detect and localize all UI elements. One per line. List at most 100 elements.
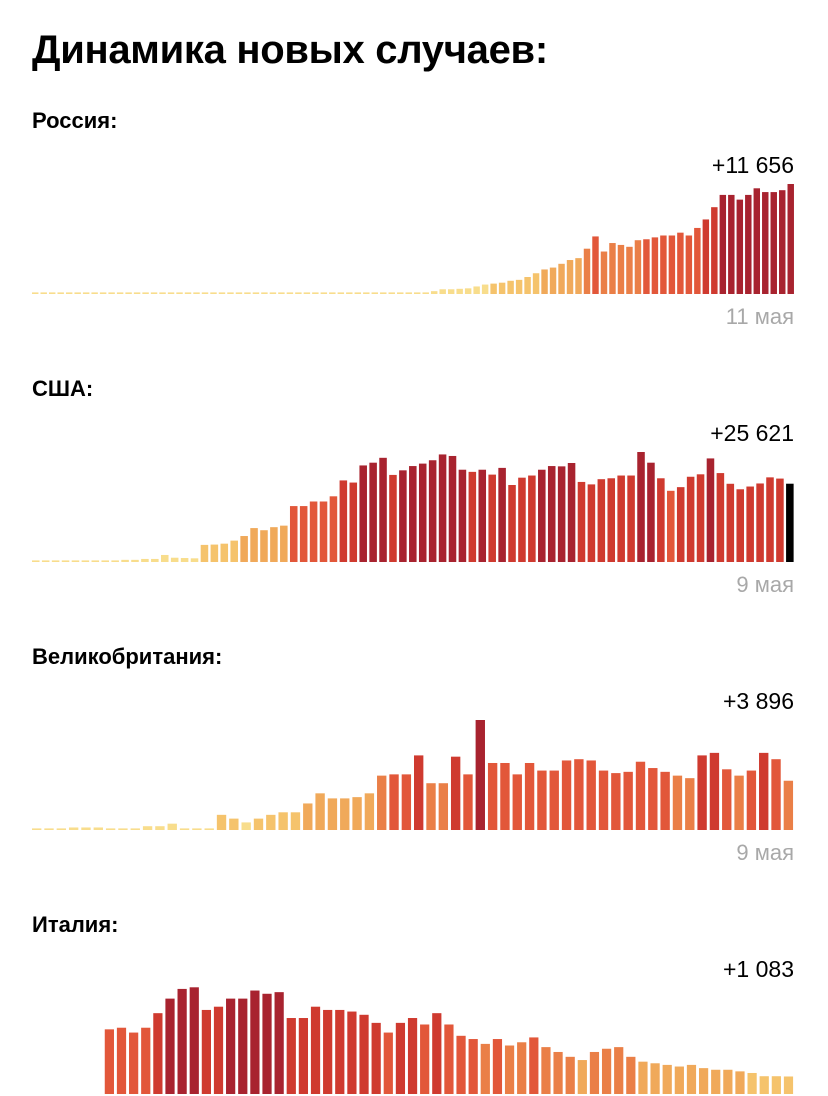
bar-uk: [290, 812, 301, 830]
bar-italy: [638, 1061, 648, 1094]
bar-usa: [379, 457, 387, 562]
bar-russia: [770, 192, 777, 294]
bar-uk: [377, 775, 387, 830]
bar-russia: [728, 194, 735, 294]
bar-uk: [426, 783, 436, 830]
bar-usa: [736, 489, 745, 562]
bar-usa: [230, 540, 238, 562]
bar-russia: [617, 244, 625, 294]
bar-usa: [557, 466, 566, 562]
bar-usa: [180, 558, 189, 562]
bar-uk: [685, 778, 695, 830]
bar-uk: [475, 720, 485, 830]
bar-usa: [190, 558, 199, 562]
bar-russia: [329, 292, 336, 294]
bar-usa: [210, 544, 219, 562]
country-label-russia: Россия:: [32, 108, 118, 133]
bar-uk: [192, 828, 202, 830]
bar-russia: [745, 194, 752, 294]
bar-italy: [589, 1051, 600, 1094]
bar-italy: [335, 1009, 345, 1094]
bar-usa: [32, 560, 40, 562]
bar-usa: [260, 530, 268, 562]
country-label-italy: Италия:: [32, 912, 119, 937]
bar-usa: [240, 536, 248, 562]
bar-russia: [193, 292, 200, 294]
bar-russia: [150, 292, 158, 294]
bar-usa: [438, 454, 447, 562]
bar-russia: [456, 288, 463, 294]
bar-russia: [218, 292, 226, 294]
bar-russia: [626, 246, 633, 294]
bar-italy: [529, 1037, 539, 1094]
bar-uk: [241, 822, 251, 830]
bar-italy: [153, 1013, 163, 1094]
bar-russia: [184, 292, 192, 294]
bar-italy: [517, 1042, 527, 1094]
bar-usa: [448, 455, 457, 562]
bar-russia: [48, 292, 56, 294]
bar-uk: [167, 823, 177, 830]
country-label-usa: США:: [32, 376, 94, 401]
bar-usa: [587, 484, 596, 562]
bar-usa: [706, 458, 715, 562]
bar-uk: [81, 827, 91, 830]
bar-italy: [371, 1022, 381, 1094]
bar-usa: [696, 474, 705, 562]
bar-uk: [697, 755, 707, 830]
latest-value-uk: +3 896: [723, 688, 794, 714]
bar-usa: [200, 544, 209, 562]
bar-usa: [577, 481, 586, 562]
bar-russia: [498, 282, 506, 294]
bar-russia: [159, 292, 166, 294]
bar-usa: [339, 480, 348, 562]
bar-uk: [660, 771, 670, 830]
bar-uk: [130, 828, 140, 830]
page-title: Динамика новых случаев:: [32, 28, 548, 72]
bar-italy: [286, 1018, 296, 1094]
bar-italy: [383, 1032, 393, 1094]
bar-usa: [61, 560, 70, 562]
bar-russia: [405, 292, 412, 294]
bar-russia: [235, 292, 243, 294]
bar-russia: [694, 227, 701, 294]
bar-usa: [141, 558, 149, 562]
bar-uk: [352, 797, 362, 830]
bar-russia: [312, 292, 319, 294]
bar-usa: [349, 482, 358, 562]
bar-usa: [81, 560, 90, 562]
bar-uk: [105, 828, 116, 830]
bar-russia: [227, 292, 234, 294]
bar-uk: [229, 818, 239, 830]
bar-italy: [274, 992, 284, 1094]
bar-usa: [458, 469, 467, 562]
bar-russia: [422, 292, 429, 294]
bar-italy: [226, 998, 236, 1094]
bar-usa: [488, 474, 496, 562]
bar-italy: [189, 987, 199, 1094]
bar-russia: [711, 207, 718, 294]
bar-uk: [68, 827, 79, 830]
bar-uk: [364, 793, 375, 830]
bar-italy: [492, 1039, 503, 1094]
bar-uk: [648, 768, 658, 830]
bar-usa: [528, 475, 536, 562]
bar-russia: [702, 219, 710, 294]
date-label-usa: 9 мая: [736, 572, 794, 597]
bar-usa: [131, 559, 139, 562]
bar-usa: [597, 479, 606, 562]
bar-russia: [244, 292, 251, 294]
bar-italy: [577, 1060, 587, 1094]
bar-russia: [719, 194, 727, 294]
bar-usa: [270, 527, 278, 562]
bar-uk: [438, 783, 449, 830]
bar-italy: [432, 1013, 442, 1094]
bar-italy: [771, 1076, 781, 1094]
bar-russia: [549, 267, 557, 294]
bar-uk: [623, 771, 633, 830]
bar-russia: [430, 291, 438, 294]
bar-usa: [121, 559, 129, 562]
bar-russia: [575, 258, 582, 294]
bar-uk: [611, 773, 621, 830]
bar-uk: [179, 828, 190, 830]
